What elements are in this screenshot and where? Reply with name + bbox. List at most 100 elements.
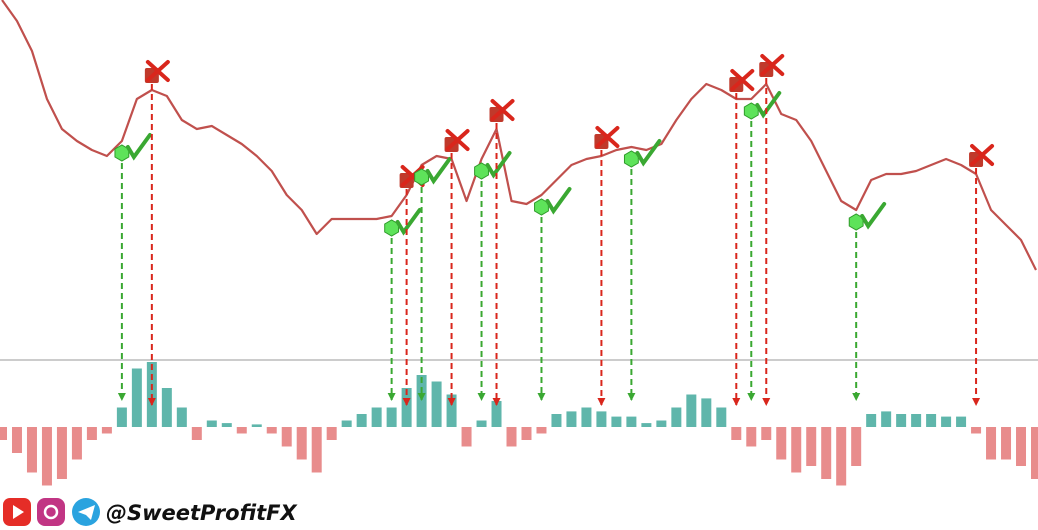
histogram-bar xyxy=(431,381,442,427)
instagram-icon[interactable] xyxy=(37,498,65,526)
histogram-bar xyxy=(386,407,397,427)
histogram-bar xyxy=(26,427,37,473)
histogram-bar xyxy=(851,427,862,466)
histogram-bar xyxy=(776,427,787,460)
handle: @SweetProfitFX xyxy=(106,501,298,525)
histogram-bar xyxy=(791,427,802,473)
instagram-lens xyxy=(43,504,59,520)
histogram-bar xyxy=(1031,427,1038,479)
histogram-bar xyxy=(686,394,697,427)
check-mark xyxy=(860,202,887,230)
histogram-bar xyxy=(926,414,937,427)
buy-signal xyxy=(534,187,572,401)
histogram-bar xyxy=(131,368,142,427)
histogram-bar xyxy=(176,407,187,427)
arrow-head xyxy=(627,393,636,401)
histogram-bar xyxy=(536,427,547,434)
histogram-bar xyxy=(731,427,742,440)
buy-signal xyxy=(623,139,662,401)
histogram-bar xyxy=(101,427,112,434)
cross-mark xyxy=(145,60,170,82)
histogram-bar xyxy=(296,427,307,460)
arrow-head xyxy=(402,398,411,406)
cross-mark xyxy=(760,54,785,76)
histogram-bar xyxy=(71,427,82,460)
histogram-bar xyxy=(236,427,247,434)
check-mark xyxy=(125,133,152,161)
social-icons xyxy=(3,498,100,526)
histogram-bar xyxy=(911,414,922,427)
buy-signal xyxy=(743,91,782,401)
histogram-bar xyxy=(566,411,577,427)
arrow-head xyxy=(747,393,756,401)
telegram-plane xyxy=(78,505,95,520)
histogram-bar xyxy=(746,427,757,447)
histogram-bar xyxy=(251,424,262,427)
histogram-bar xyxy=(476,420,487,427)
sell-signal xyxy=(444,129,470,406)
sell-signal xyxy=(729,69,755,406)
histogram-bar xyxy=(971,427,982,434)
cross-mark xyxy=(730,69,755,91)
arrow-head xyxy=(477,393,486,401)
histogram-bar xyxy=(1001,427,1012,460)
check-mark xyxy=(545,187,572,215)
histogram-bar xyxy=(611,416,622,427)
check-mark xyxy=(485,151,512,179)
cross-mark xyxy=(970,144,995,166)
youtube-play xyxy=(13,505,24,519)
price-line xyxy=(1,0,1037,271)
histogram-bar xyxy=(221,423,232,427)
histogram-bar xyxy=(716,407,727,427)
histogram-bar xyxy=(836,427,847,486)
histogram-bar xyxy=(821,427,832,479)
histogram-bar xyxy=(641,423,652,427)
buy-signal xyxy=(848,202,887,401)
histogram-bar xyxy=(596,411,607,427)
sell-signal xyxy=(594,126,620,406)
check-mark xyxy=(755,91,782,119)
histogram-bar xyxy=(446,394,457,427)
histogram-bar xyxy=(86,427,97,440)
buy-signal xyxy=(384,208,422,401)
histogram-bar xyxy=(626,416,637,427)
check-mark xyxy=(635,139,662,167)
check-mark xyxy=(395,208,422,236)
arrow-head xyxy=(852,393,861,401)
histogram-bar xyxy=(896,414,907,427)
arrow-head xyxy=(417,393,426,401)
histogram-bar xyxy=(341,420,352,427)
sell-signal xyxy=(969,144,995,406)
histogram-bar xyxy=(161,388,172,427)
sell-signal xyxy=(399,165,425,406)
arrow-head xyxy=(147,398,156,406)
histogram-bar xyxy=(326,427,337,440)
histogram-bar xyxy=(551,414,562,427)
arrow-head xyxy=(492,398,501,406)
histogram-bar xyxy=(56,427,67,479)
histogram-bar xyxy=(866,414,877,427)
histogram-bar xyxy=(41,427,52,486)
histogram-bar xyxy=(1016,427,1027,466)
buy-signal xyxy=(474,151,512,401)
cross-mark xyxy=(445,129,470,151)
histogram-bar xyxy=(521,427,532,440)
histogram-bar xyxy=(191,427,202,440)
histogram-bar xyxy=(266,427,277,434)
histogram-bar xyxy=(581,407,592,427)
histogram-bar xyxy=(401,388,412,427)
histogram-bar xyxy=(986,427,997,460)
sell-signal xyxy=(759,54,785,406)
histogram-bar xyxy=(656,420,667,427)
histogram-bar xyxy=(206,420,217,427)
histogram-bar xyxy=(701,398,712,427)
histogram-bar xyxy=(941,416,952,427)
arrow-head xyxy=(117,393,126,401)
histogram-bar xyxy=(761,427,772,440)
histogram-bar xyxy=(116,407,127,427)
cross-mark xyxy=(595,126,620,148)
buy-signal xyxy=(114,133,152,401)
histogram-bar xyxy=(671,407,682,427)
